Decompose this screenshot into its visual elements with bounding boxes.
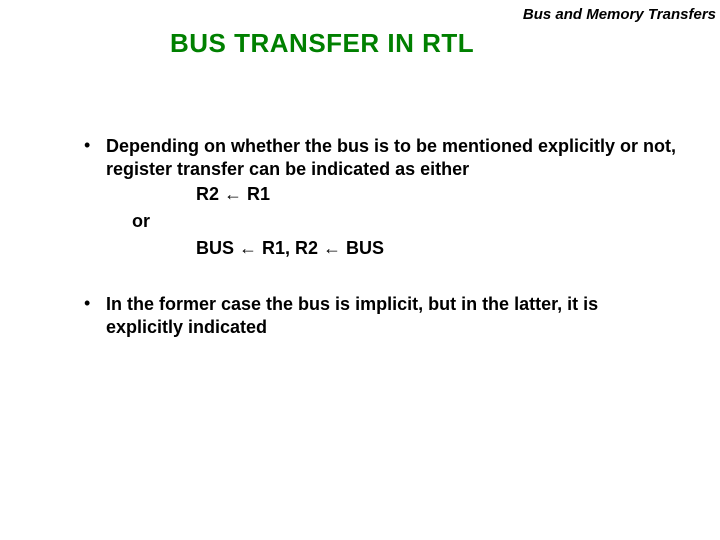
page-title: BUS TRANSFER IN RTL: [170, 28, 474, 59]
bullet-2-text: In the former case the bus is implicit, …: [106, 293, 680, 338]
header-label: Bus and Memory Transfers: [523, 6, 716, 23]
or-label: or: [132, 211, 680, 232]
equation-2: BUS ← R1, R2 ← BUS: [196, 238, 680, 259]
equation-1: R2 ← R1: [196, 184, 680, 205]
bullet-1-text: Depending on whether the bus is to be me…: [106, 135, 680, 180]
bullet-1: Depending on whether the bus is to be me…: [80, 135, 680, 259]
bullet-2: In the former case the bus is implicit, …: [80, 293, 680, 338]
content-area: Depending on whether the bus is to be me…: [80, 135, 680, 348]
